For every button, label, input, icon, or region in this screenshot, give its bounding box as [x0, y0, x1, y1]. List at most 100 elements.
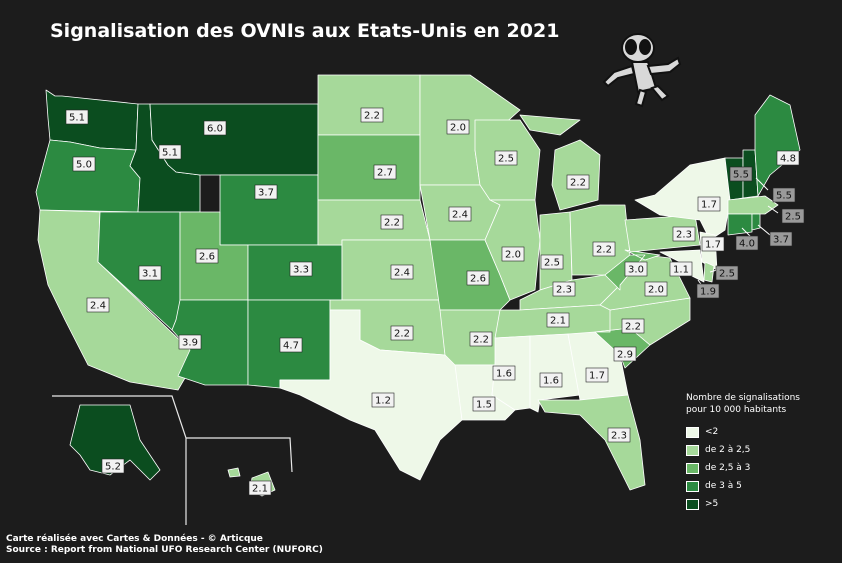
- value-label-WV: 3.0: [628, 265, 644, 276]
- value-label-ND: 2.2: [364, 111, 380, 122]
- value-label-MD: 1.9: [700, 287, 716, 298]
- value-label-box-RI: [769, 231, 793, 247]
- state-MD: [659, 249, 705, 283]
- value-label-NM: 4.7: [283, 341, 299, 352]
- value-label-ID: 5.1: [162, 148, 178, 159]
- value-label-box-NE: [380, 214, 404, 230]
- value-label-CA: 2.4: [90, 301, 106, 312]
- value-label-box-ID: [158, 144, 182, 160]
- legend-item: de 2,5 à 3: [686, 460, 836, 476]
- value-label-box-NY: [697, 196, 721, 212]
- state-SD: [317, 134, 421, 201]
- value-label-OR: 5.0: [76, 160, 92, 171]
- state-ND: [317, 74, 421, 136]
- legend-swatch: [686, 444, 699, 456]
- value-label-NE: 2.2: [384, 218, 400, 229]
- value-label-NC: 2.2: [625, 322, 641, 333]
- value-label-NJ: 1.7: [705, 240, 721, 251]
- legend-swatch: [686, 480, 699, 492]
- value-label-box-OK: [390, 325, 414, 341]
- value-label-box-MA: [781, 208, 805, 224]
- value-label-box-NM: [279, 337, 303, 353]
- state-DE: [703, 261, 715, 283]
- value-label-WI: 2.5: [498, 154, 514, 165]
- value-label-MO: 2.6: [470, 274, 486, 285]
- state-TX: [279, 309, 463, 481]
- value-label-VT: 5.5: [733, 170, 749, 181]
- value-label-box-MD: [696, 283, 720, 299]
- value-label-AL: 1.6: [543, 376, 559, 387]
- value-label-NH: 5.5: [776, 191, 792, 202]
- state-IN: [539, 211, 573, 291]
- map-title: Signalisation des OVNIs aux Etats-Unis e…: [50, 20, 560, 42]
- state-RI: [751, 213, 761, 231]
- value-label-IA: 2.4: [452, 210, 468, 221]
- value-label-ME: 4.8: [780, 154, 796, 165]
- legend-swatch: [686, 426, 699, 438]
- value-label-MT: 6.0: [207, 124, 223, 135]
- value-label-box-IL: [501, 246, 525, 262]
- legend-title-line1: Nombre de signalisations: [686, 393, 800, 403]
- value-label-SD: 2.7: [377, 168, 393, 179]
- value-label-IL: 2.0: [505, 250, 521, 261]
- value-label-box-TX: [371, 392, 395, 408]
- value-label-IN: 2.5: [544, 258, 560, 269]
- value-label-box-NJ: [701, 236, 725, 252]
- value-label-box-PA: [672, 226, 696, 242]
- value-label-box-CO: [289, 261, 313, 277]
- credits-line1: Carte réalisée avec Cartes & Données - ©…: [6, 534, 263, 544]
- value-label-box-ME: [776, 150, 800, 166]
- value-label-PA: 2.3: [676, 230, 692, 241]
- value-label-UT: 2.6: [199, 252, 215, 263]
- alaska-inset-frame: [52, 395, 187, 525]
- value-label-TN: 2.1: [550, 316, 566, 327]
- value-label-box-SC: [613, 346, 637, 362]
- legend-item: de 3 à 5: [686, 478, 836, 494]
- value-label-box-VA: [644, 281, 668, 297]
- value-label-box-AR: [469, 331, 493, 347]
- legend-label: <2: [705, 427, 719, 437]
- value-label-box-FL: [607, 427, 631, 443]
- value-label-MA: 2.5: [785, 212, 801, 223]
- legend-swatch: [686, 462, 699, 474]
- value-label-box-KS: [390, 264, 414, 280]
- value-label-LA: 1.5: [476, 400, 492, 411]
- value-label-box-GA: [585, 367, 609, 383]
- value-label-box-WV: [624, 261, 648, 277]
- legend-item: <2: [686, 424, 836, 440]
- value-label-box-MO: [466, 270, 490, 286]
- value-label-box-OH: [592, 241, 616, 257]
- state-CT: [727, 213, 753, 236]
- value-label-box-LA: [472, 396, 496, 412]
- legend-title-line2: pour 10 000 habitants: [686, 405, 787, 415]
- map-credits: Carte réalisée avec Cartes & Données - ©…: [6, 534, 323, 556]
- value-label-box-NH: [772, 187, 796, 203]
- value-label-box-IA: [448, 206, 472, 222]
- value-label-box-TN: [546, 312, 570, 328]
- value-label-box-IN: [540, 254, 564, 270]
- state-NE: [317, 199, 431, 246]
- state-MA: [727, 195, 779, 215]
- value-label-box-UT: [195, 248, 219, 264]
- value-label-WY: 3.7: [258, 188, 274, 199]
- value-label-KS: 2.4: [394, 268, 410, 279]
- value-label-OH: 2.2: [596, 245, 612, 256]
- legend-label: >5: [705, 499, 719, 509]
- value-label-box-MI: [566, 174, 590, 190]
- alien-icon: [602, 33, 682, 108]
- value-label-box-WI: [494, 150, 518, 166]
- legend-item: de 2 à 2,5: [686, 442, 836, 458]
- value-label-KY: 2.3: [556, 285, 572, 296]
- state-FL: [537, 394, 646, 491]
- legend-label: de 3 à 5: [705, 481, 742, 491]
- value-label-MN: 2.0: [450, 123, 466, 134]
- state-OR: [35, 139, 141, 213]
- value-label-RI: 3.7: [773, 235, 789, 246]
- value-label-box-MT: [203, 120, 227, 136]
- value-label-box-DE: [715, 265, 739, 281]
- value-label-box-DC: [669, 261, 693, 277]
- value-label-box-MS: [492, 365, 516, 381]
- legend-label: de 2 à 2,5: [705, 445, 751, 455]
- value-label-NV: 3.1: [142, 269, 158, 280]
